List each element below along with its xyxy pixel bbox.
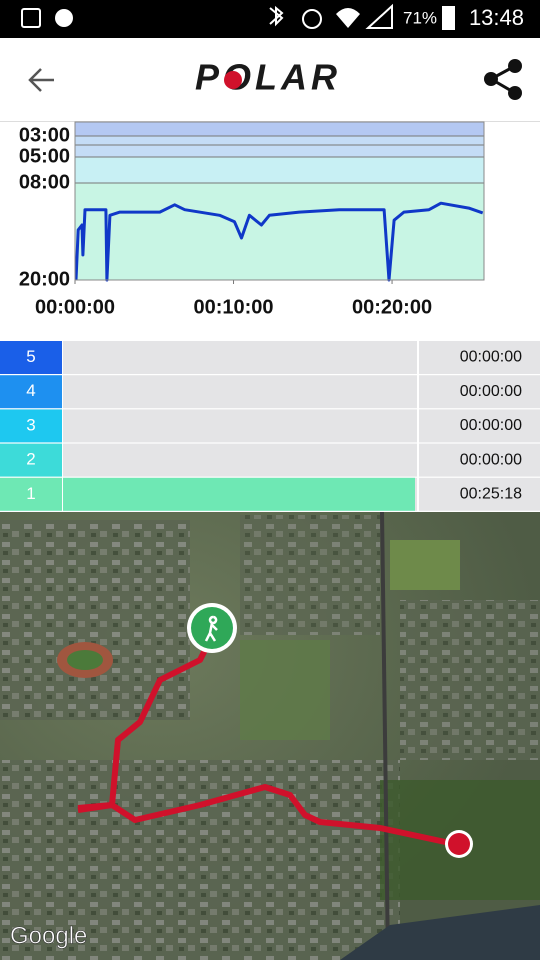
zone-time-cell <box>419 409 540 443</box>
zone-badge <box>0 375 62 409</box>
zone-number: 5 <box>26 347 35 366</box>
zone-badge <box>0 443 62 477</box>
pace-band <box>75 136 484 157</box>
zone-number: 4 <box>26 381 35 400</box>
status-bar <box>0 0 540 38</box>
map-attribution: Google <box>10 922 87 949</box>
zone-time-cell <box>419 443 540 477</box>
zone-time: 00:00:00 <box>460 383 522 400</box>
zone-badge <box>0 477 62 511</box>
pace-band <box>75 122 484 136</box>
zone-badge <box>0 341 62 374</box>
y-tick-label: 03:00 <box>19 124 70 146</box>
bluetooth-icon <box>269 5 284 27</box>
battery-percent: 71% <box>403 8 437 27</box>
zone-time-cell <box>419 341 540 374</box>
zone-table: 5 00:00:00 4 00:00:00 3 00:00:00 2 00:00:00 1 00:… <box>0 341 540 511</box>
zone-number: 2 <box>26 450 35 469</box>
y-tick-label: 20:00 <box>19 268 70 290</box>
zone-time: 00:00:00 <box>460 451 522 468</box>
alarm-icon <box>302 9 322 29</box>
pace-band <box>75 157 484 183</box>
x-tick-label: 00:10:00 <box>193 296 273 318</box>
zone-track <box>63 409 417 443</box>
plot-frame <box>74 121 485 281</box>
zone-time-cell <box>419 375 540 409</box>
zone-time: 00:00:00 <box>460 349 522 366</box>
y-tick-label: 08:00 <box>19 171 70 193</box>
x-tick-label: 00:20:00 <box>352 296 432 318</box>
zone-time: 00:25:18 <box>460 486 522 503</box>
share-button[interactable] <box>484 59 522 100</box>
zone-time-cell <box>419 477 540 511</box>
polar-logo: POLAR <box>195 57 341 98</box>
app-bar <box>0 38 540 122</box>
zone-number: 3 <box>26 415 35 434</box>
logo-dot <box>224 71 242 89</box>
y-tick-label: 05:00 <box>19 145 70 167</box>
zone-track <box>63 375 417 409</box>
zone-bar <box>63 477 415 511</box>
pace-line <box>74 201 484 282</box>
x-tick-label: 00:00:00 <box>35 296 115 318</box>
battery-icon <box>442 6 455 30</box>
alert-icon <box>55 9 73 27</box>
pace-band <box>75 183 484 280</box>
zone-track <box>63 341 417 374</box>
back-button[interactable] <box>28 68 54 92</box>
zone-time: 00:00:00 <box>460 417 522 434</box>
zone-track <box>63 443 417 477</box>
signal-icon <box>365 3 393 29</box>
zone-badge <box>0 409 62 443</box>
zone-number: 1 <box>26 484 35 503</box>
map[interactable] <box>0 511 540 961</box>
clock: 13:48 <box>469 5 524 30</box>
gallery-icon <box>21 8 41 28</box>
wifi-icon <box>336 8 360 28</box>
